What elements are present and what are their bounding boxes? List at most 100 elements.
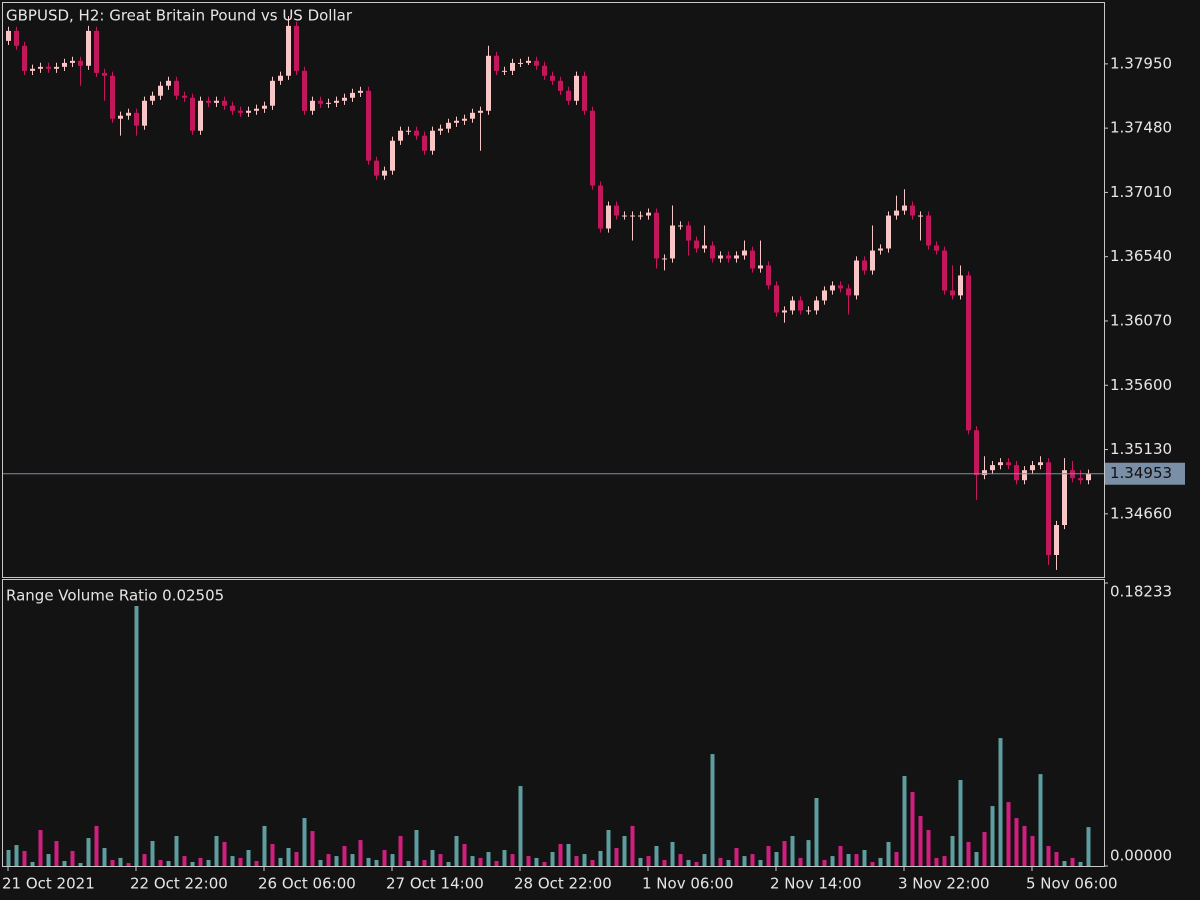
candle-body bbox=[894, 210, 899, 216]
bar bbox=[734, 847, 739, 866]
candle-body bbox=[1046, 462, 1051, 555]
bar bbox=[686, 859, 691, 866]
bar bbox=[998, 738, 1003, 866]
candle-body bbox=[6, 30, 11, 41]
x-tick-label: 27 Oct 14:00 bbox=[386, 875, 484, 893]
bar bbox=[966, 841, 971, 866]
candle-body bbox=[694, 240, 699, 249]
candle-body bbox=[846, 288, 851, 296]
bar bbox=[534, 857, 539, 866]
candle-body bbox=[998, 462, 1003, 466]
candle-body bbox=[102, 72, 107, 76]
bar bbox=[118, 857, 123, 866]
bar bbox=[62, 861, 67, 866]
bar bbox=[134, 606, 139, 866]
candle-body bbox=[230, 105, 235, 111]
bar bbox=[590, 859, 595, 866]
bar bbox=[1022, 825, 1027, 866]
candle-body bbox=[1078, 478, 1083, 481]
candle-body bbox=[150, 95, 155, 101]
bar bbox=[854, 854, 859, 866]
candle-body bbox=[654, 212, 659, 259]
candle-body bbox=[310, 100, 315, 111]
x-tick-label: 2 Nov 14:00 bbox=[770, 875, 862, 893]
candle-body bbox=[622, 215, 627, 217]
candle-body bbox=[1062, 470, 1067, 526]
x-tick-label: 28 Oct 22:00 bbox=[514, 875, 612, 893]
bar bbox=[510, 854, 515, 866]
candle-body bbox=[14, 30, 19, 46]
candle-body bbox=[446, 122, 451, 129]
bar bbox=[310, 831, 315, 866]
bar bbox=[358, 840, 363, 866]
candle-body bbox=[398, 130, 403, 141]
bar bbox=[846, 854, 851, 866]
candle-body bbox=[902, 205, 907, 211]
candle-body bbox=[246, 110, 251, 113]
candle-body bbox=[1038, 462, 1043, 466]
candle-body bbox=[838, 285, 843, 289]
bar bbox=[718, 857, 723, 866]
candle-body bbox=[566, 90, 571, 101]
candle-body bbox=[630, 215, 635, 217]
bar bbox=[918, 816, 923, 866]
bar bbox=[126, 863, 131, 866]
bar bbox=[806, 840, 811, 866]
bar bbox=[662, 859, 667, 866]
candle-body bbox=[574, 75, 579, 101]
candle-body bbox=[750, 250, 755, 269]
y-tick-label: 1.36070 bbox=[1110, 311, 1172, 329]
bar bbox=[350, 854, 355, 866]
candle-body bbox=[222, 100, 227, 106]
bar bbox=[198, 857, 203, 866]
candle-body bbox=[982, 470, 987, 476]
bar bbox=[958, 780, 963, 866]
bar bbox=[1086, 827, 1091, 866]
bar bbox=[798, 857, 803, 866]
price-label: 1.34953 bbox=[1110, 464, 1172, 482]
candle-body bbox=[54, 66, 59, 69]
candle-body bbox=[302, 70, 307, 111]
bar bbox=[38, 829, 43, 866]
bar bbox=[214, 836, 219, 866]
candle-body bbox=[614, 205, 619, 216]
bar bbox=[934, 857, 939, 866]
candle-body bbox=[510, 62, 515, 71]
bar bbox=[894, 852, 899, 866]
bar bbox=[606, 829, 611, 866]
price-label-box bbox=[1105, 462, 1185, 485]
candle-body bbox=[334, 100, 339, 103]
candle-body bbox=[30, 68, 35, 71]
bar bbox=[1070, 857, 1075, 866]
bar bbox=[22, 850, 27, 866]
candle-body bbox=[462, 118, 467, 121]
bar bbox=[262, 825, 267, 866]
candle-body bbox=[318, 100, 323, 104]
candle-body bbox=[582, 75, 587, 111]
candle-body bbox=[286, 25, 291, 76]
bar bbox=[910, 791, 915, 866]
y-tick-label: 1.37480 bbox=[1110, 119, 1172, 137]
bar bbox=[182, 856, 187, 866]
bar bbox=[566, 843, 571, 866]
candle-body bbox=[390, 140, 395, 171]
candle-body bbox=[214, 100, 219, 103]
candle-body bbox=[950, 290, 955, 296]
bar bbox=[526, 856, 531, 866]
bar bbox=[638, 857, 643, 866]
bar bbox=[742, 856, 747, 866]
candle-body bbox=[414, 130, 419, 136]
bar bbox=[470, 856, 475, 866]
candle-body bbox=[174, 80, 179, 96]
bar bbox=[70, 850, 75, 866]
candle-body bbox=[646, 212, 651, 216]
bar bbox=[542, 861, 547, 866]
candle-body bbox=[438, 128, 443, 131]
candle-body bbox=[382, 170, 387, 176]
candle-body bbox=[790, 300, 795, 311]
candle-body bbox=[142, 100, 147, 126]
bar bbox=[646, 856, 651, 866]
candle-body bbox=[190, 97, 195, 131]
bar bbox=[230, 856, 235, 866]
